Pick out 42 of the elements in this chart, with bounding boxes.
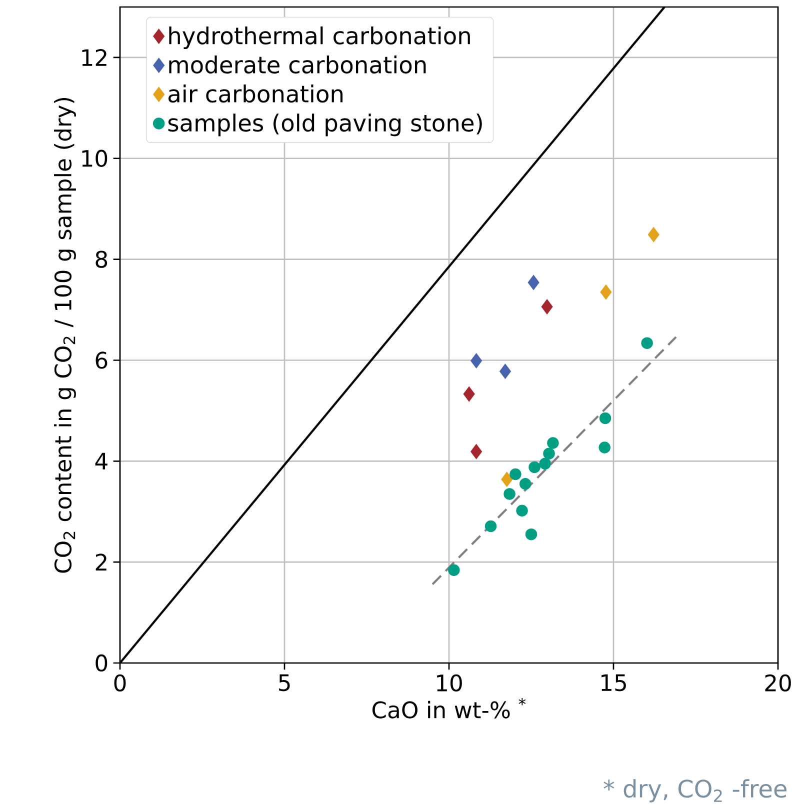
point [501, 472, 513, 487]
point [641, 337, 653, 349]
y-tick-label: 12 [82, 49, 106, 66]
text: * dry, CO$_{2}$ -free [604, 779, 786, 802]
y-tick-label: 6 [96, 352, 108, 369]
y-tick-label: 8 [96, 250, 108, 268]
point [543, 448, 555, 460]
point [470, 444, 482, 460]
y-axis-title: CO$_{2}$ content in g CO$_{2}$ / 100 g sample (dry) [54, 98, 76, 573]
x-axis-title: CaO in wt-% $^{*}$ [372, 698, 526, 718]
legend-label: moderate carbonation [169, 56, 426, 74]
legend-label: samples (old paving stone) [168, 114, 482, 136]
point [504, 488, 516, 500]
point [547, 437, 559, 449]
x-tick-label: 0 [114, 674, 126, 692]
point [528, 461, 540, 474]
point [519, 478, 532, 490]
legend-label: hydrothermal carbonation [169, 26, 470, 50]
point [525, 528, 538, 540]
point [600, 284, 612, 300]
point [448, 564, 460, 576]
point [528, 274, 540, 290]
point [539, 458, 551, 470]
point [463, 386, 475, 402]
y-tick-label: 0 [96, 654, 108, 672]
point [599, 412, 612, 424]
x-tick-label: 10 [437, 674, 462, 692]
y-tick-label: 4 [95, 452, 108, 470]
point [541, 299, 553, 314]
point [484, 520, 497, 532]
point [470, 353, 482, 368]
x-tick-label: 5 [279, 674, 290, 692]
legend-label: air carbonation [168, 84, 343, 103]
point [510, 468, 522, 480]
point [516, 504, 528, 516]
point [499, 364, 512, 379]
y-tick-label: 2 [96, 554, 106, 570]
point [598, 442, 610, 454]
point [648, 226, 660, 242]
y-tick-label: 10 [82, 150, 108, 167]
x-tick-label: 20 [765, 674, 791, 692]
x-tick-label: 15 [602, 674, 626, 692]
